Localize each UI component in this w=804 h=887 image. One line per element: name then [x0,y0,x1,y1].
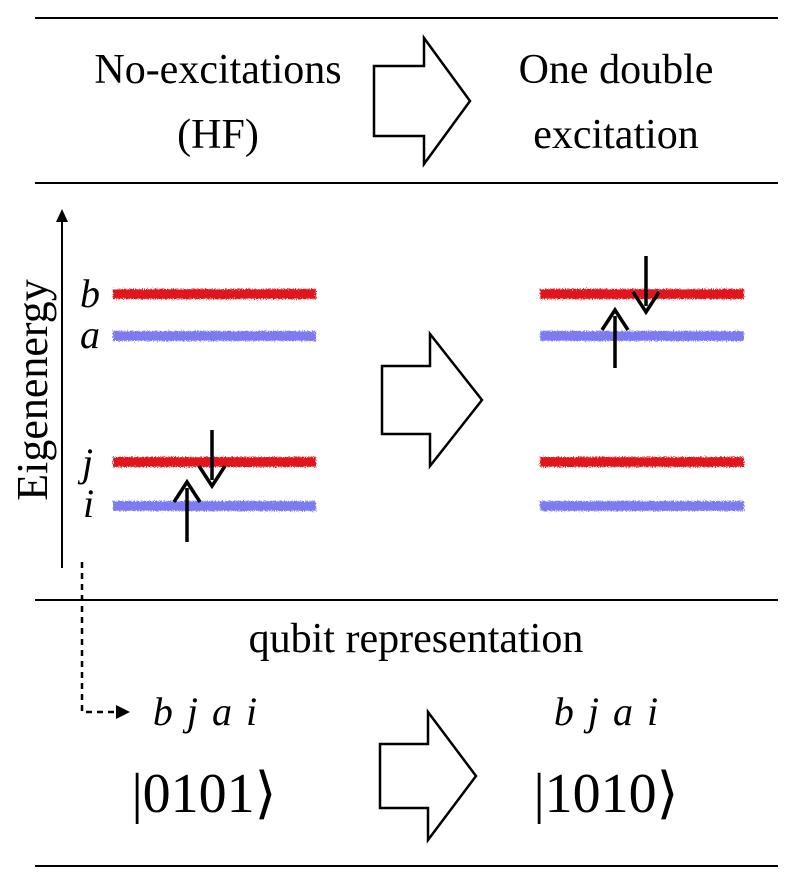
qubit-mapping-arrowhead-icon [116,705,130,719]
qubit-mapping-dashed-arrow [80,562,118,714]
qubit-order-right: b j a i [554,689,658,734]
axis-label: Eigenenergy [8,279,57,501]
qubit-transition-arrow-icon [378,708,478,844]
qubit-state-left: |0101⟩ [131,763,276,825]
level-label-i: i [83,481,94,526]
header-right-line2: excitation [533,112,699,158]
header-left-line1: No-excitations [94,47,341,93]
level-label-b: b [80,271,100,316]
excitation-transition-arrow-icon [380,330,484,470]
left-spin-up-icon [172,478,202,542]
header-transition-arrow-icon [372,34,472,168]
qubit-state-right: |1010⟩ [533,763,678,825]
right-spin-up-icon [600,306,630,368]
header-right-line1: One double [519,47,714,93]
left-spin-down-icon [197,430,227,490]
qubit-order-left: b j a i [153,689,257,734]
level-label-a: a [80,312,100,357]
energy-axis-arrowhead-icon [56,209,68,222]
qubit-title: qubit representation [249,616,584,662]
header-left-line2: (HF) [177,112,259,158]
level-label-j: j [77,440,93,485]
right-spin-down-icon [631,256,661,316]
